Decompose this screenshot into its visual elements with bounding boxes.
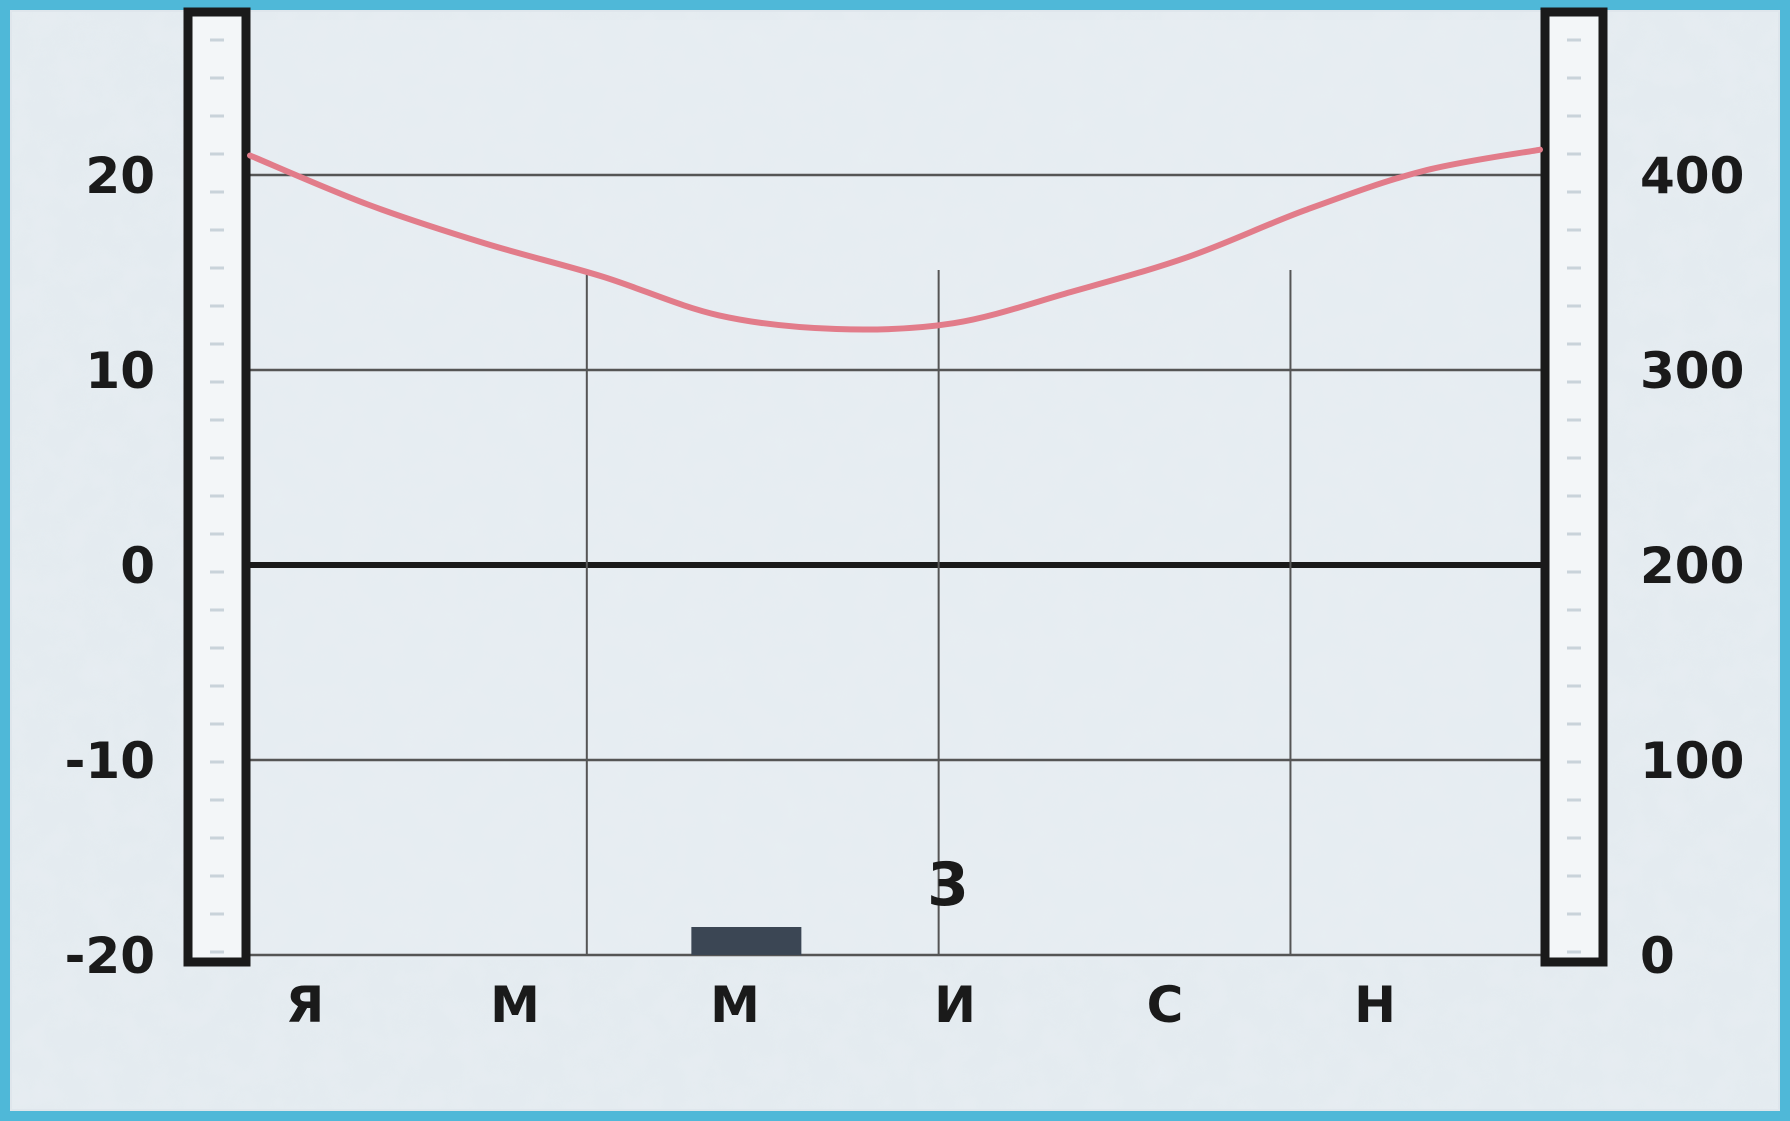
- month-tick-label: М: [710, 976, 760, 1034]
- month-tick-label: И: [934, 976, 976, 1034]
- month-tick-label: Я: [286, 976, 325, 1034]
- precipitation-tick-label: 0: [1640, 927, 1675, 985]
- month-tick-label: М: [490, 976, 540, 1034]
- precipitation-scale-column: [1540, 7, 1608, 967]
- precipitation-tick-label: 400: [1640, 147, 1744, 205]
- precipitation-bar: [691, 927, 802, 955]
- temperature-tick-label: 20: [85, 147, 155, 205]
- temperature-tick-label: -20: [65, 927, 155, 985]
- plot-area: [250, 20, 1540, 960]
- temperature-tick-label: 0: [120, 537, 155, 595]
- temperature-tick-label: -10: [65, 732, 155, 790]
- temperature-scale-column: [183, 7, 251, 967]
- precipitation-value-label: 3: [927, 850, 969, 920]
- month-tick-label: С: [1147, 976, 1184, 1034]
- temperature-line: [247, 146, 1543, 333]
- precipitation-tick-label: 300: [1640, 342, 1744, 400]
- precipitation-tick-label: 200: [1640, 537, 1744, 595]
- precipitation-tick-label: 100: [1640, 732, 1744, 790]
- temperature-tick-label: 10: [85, 342, 155, 400]
- month-tick-label: Н: [1354, 976, 1396, 1034]
